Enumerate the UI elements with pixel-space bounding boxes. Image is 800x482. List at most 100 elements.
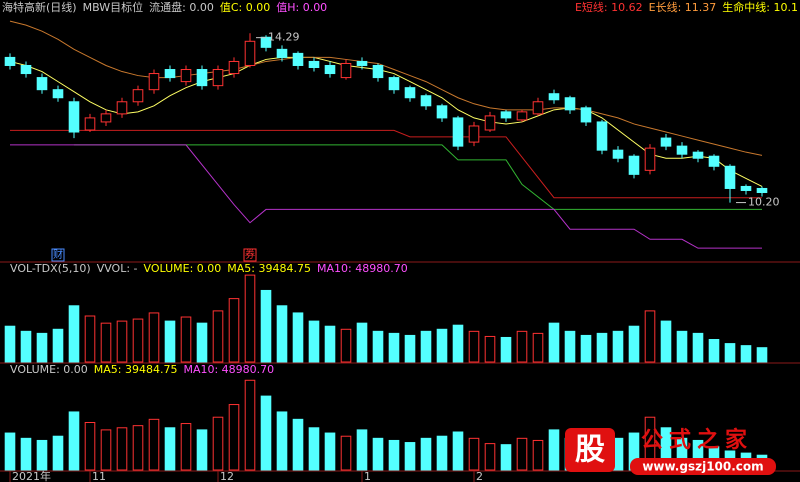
volume-bar [324,432,336,471]
candle-body [132,89,144,103]
candle-body [516,111,528,121]
volume-bar [68,305,80,363]
candle-body [372,64,384,79]
volume-bar [372,437,384,471]
volume-bar [388,439,400,471]
volume-bar [212,310,224,363]
volume-bar [708,339,720,363]
candle-body [756,187,768,194]
legend-text: VOLUME: 0.00 [144,262,222,275]
volume-bar [292,418,304,471]
volume-bar [20,330,32,363]
volume-bar [180,423,192,471]
candle-body [500,111,512,119]
candle-body [244,40,256,66]
volume-bar [468,330,480,363]
volume-bar [84,422,96,471]
volume-bar [260,395,272,471]
candle-body [4,56,16,66]
volume-bar [52,435,64,471]
volume-bar [164,320,176,363]
candle-body [404,87,416,99]
volume-bar [116,427,128,471]
candle-body [484,115,496,131]
volume-bar [164,427,176,471]
volume-bar [404,334,416,363]
candle-body [52,89,64,99]
volume-bar [628,325,640,363]
legend-text: E长线: 11.37 [649,0,717,14]
candle-body [596,121,608,151]
volume-bar [596,332,608,363]
candle-body [468,125,480,143]
legend-text: 海特高新(日线) [2,0,77,14]
volume-bar [36,439,48,471]
date-label: 12 [220,470,234,482]
candle-body [84,117,96,131]
volume-bar [740,345,752,363]
volume-bar [244,274,256,363]
legend-text: 值H: 0.00 [276,1,327,14]
volume-bar [212,416,224,471]
candle-body [388,77,400,91]
volume-bar [196,429,208,471]
candle-body [564,97,576,111]
volume-bar [4,432,16,471]
volume-bar [84,315,96,363]
volume-bar [756,347,768,363]
candle-body [644,147,656,171]
volume-bar [52,328,64,363]
candle-body [532,101,544,115]
candle-body [180,69,192,83]
candle-body [660,137,672,147]
legend-text: MBW目标位 [83,0,144,14]
candle-body [276,48,288,58]
volume-bar [452,431,464,471]
volume-bar [692,332,704,363]
volume-bar [644,310,656,363]
volume-bar [420,437,432,471]
volume-bar [404,442,416,471]
volume-bar [324,325,336,363]
candle-body [452,117,464,147]
indicator-line [10,144,762,249]
volume-bar [100,429,112,471]
legend-text: 流通盘: 0.00 [149,0,214,14]
volume-bar [724,343,736,363]
date-label: 2 [476,470,483,482]
volume-bar [452,324,464,363]
volume-bar [580,334,592,363]
volume-bar [516,437,528,471]
candle-body [692,151,704,159]
candle-body [228,60,240,75]
volume-bar [132,318,144,363]
volume-bar [196,322,208,363]
candle-body [68,101,80,133]
legend-text: VOLUME: 0.00 [10,363,88,376]
volume-bar [148,418,160,471]
legend-text: MA5: 39484.75 [227,262,311,275]
volume-bar [276,305,288,363]
volume-bar [436,435,448,471]
volume-bar [532,332,544,363]
marker: 财 [53,248,63,261]
volume-bar [484,335,496,363]
candle-body [292,52,304,66]
volume-bar [292,312,304,363]
candle-body [100,113,112,123]
candle-body [324,64,336,75]
volume-bar [500,336,512,363]
volume-bar [500,444,512,471]
date-label: 1 [364,470,371,482]
candle-body [628,155,640,175]
legend-text: MA5: 39484.75 [94,363,178,376]
volume-bar [276,411,288,471]
volume-bar [484,443,496,471]
candle-body [356,60,368,66]
candle-body [740,185,752,191]
legend-text: 值C: 0.00 [220,1,270,14]
volume-bar [388,332,400,363]
legend-text: VVOL: - [97,262,138,275]
